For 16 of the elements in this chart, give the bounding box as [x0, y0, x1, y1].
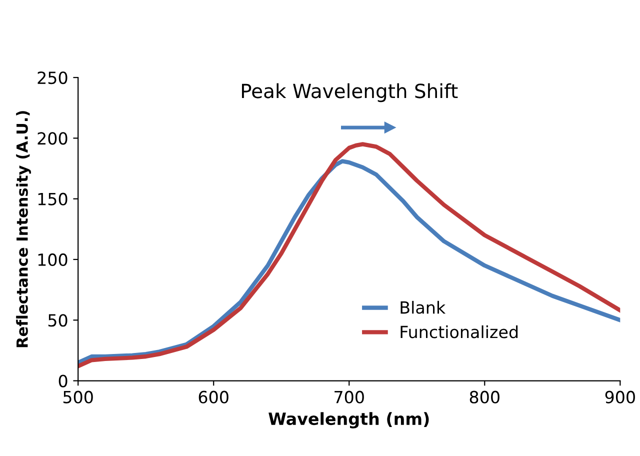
x-tick-label: 600 [198, 390, 228, 404]
legend-label: Functionalized [400, 325, 518, 338]
x-tick-label: 500 [63, 390, 93, 404]
x-tick-label: 900 [605, 390, 635, 404]
y-tick-label: 100 [38, 253, 68, 266]
legend-label: Blank [400, 300, 446, 314]
annotation: Peak Wavelength Shift [242, 83, 458, 102]
y-tick-label: 150 [38, 192, 68, 206]
y-tick-label: 0 [58, 374, 68, 388]
y-axis-title: Reflectance Intensity (A.U.) [16, 111, 31, 348]
x-axis-title: Wavelength (nm) [268, 412, 429, 428]
y-tick-label: 200 [38, 132, 68, 145]
y-tick-label: 250 [38, 71, 68, 84]
x-tick-label: 700 [334, 390, 364, 404]
x-tick-label: 800 [470, 390, 500, 404]
y-tick-label: 50 [48, 314, 68, 327]
